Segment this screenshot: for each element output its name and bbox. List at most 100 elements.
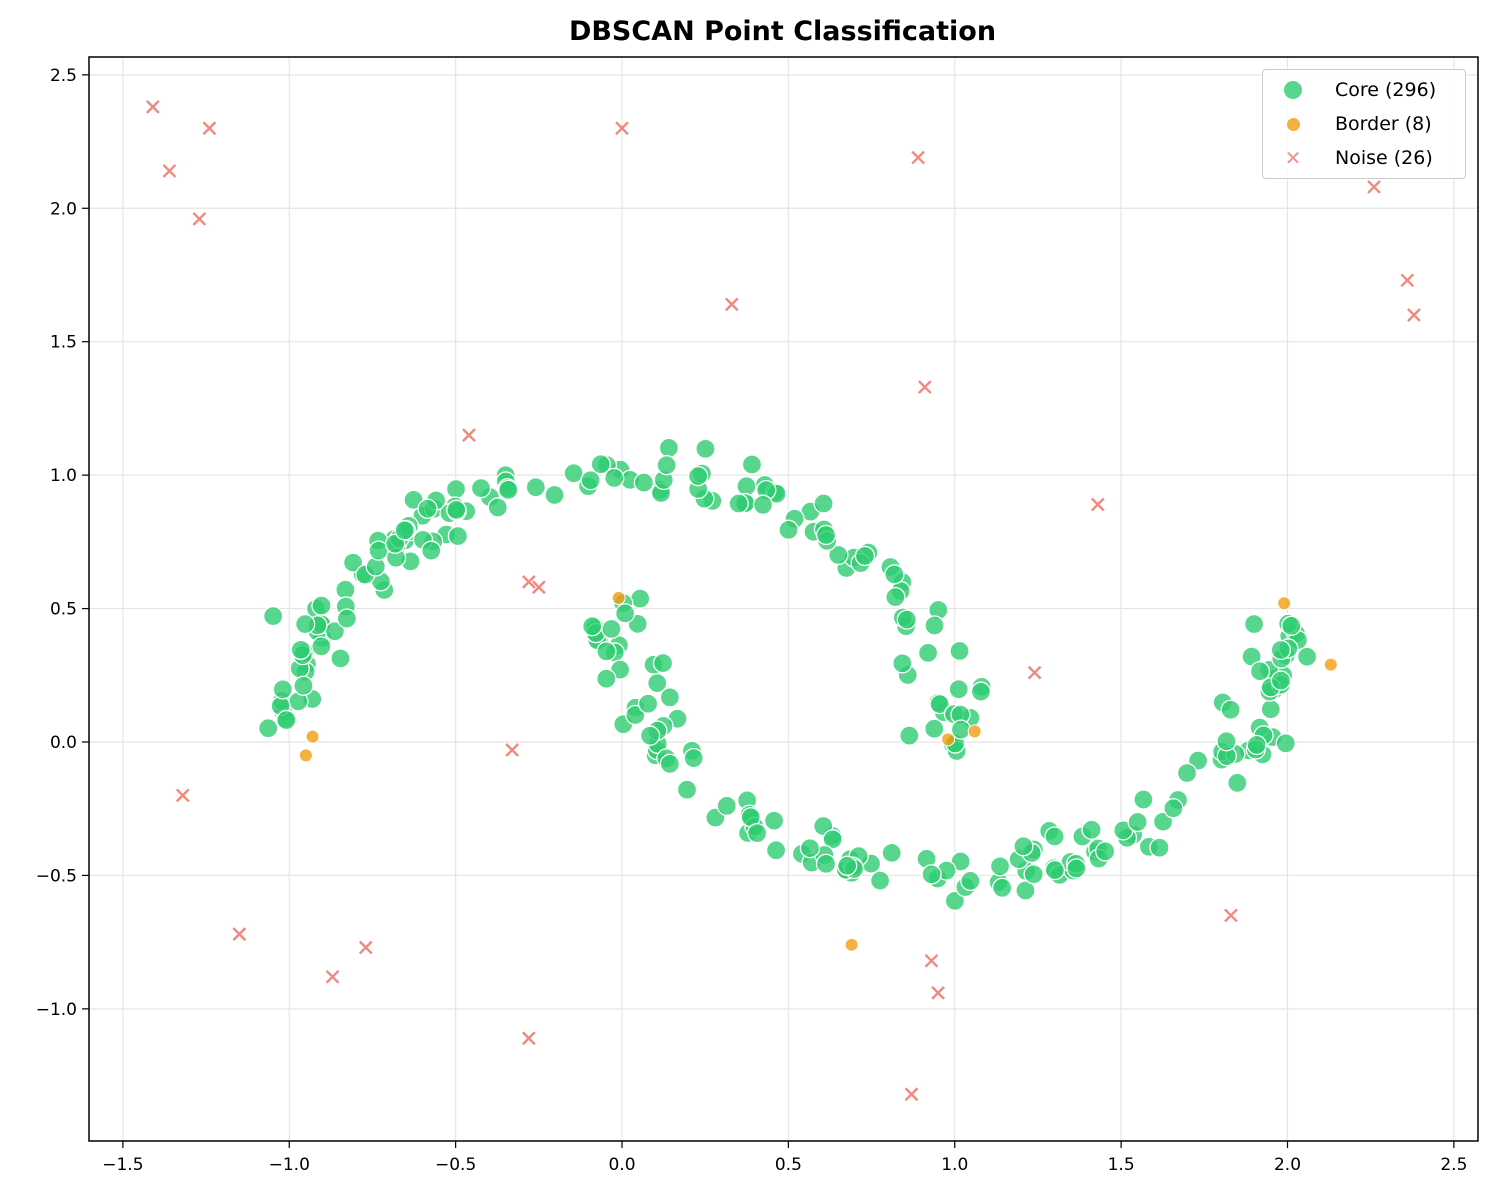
core-point (944, 890, 966, 912)
core-point (633, 472, 655, 493)
x-tick-label: 0.5 (775, 1155, 802, 1175)
core-point (815, 853, 837, 875)
core-point (695, 438, 716, 459)
core-point (924, 718, 945, 739)
border-point (1323, 657, 1338, 672)
core-point (258, 718, 279, 739)
core-point (992, 877, 1013, 898)
core-point (929, 694, 950, 715)
core-point (1044, 859, 1066, 881)
noise-point (192, 212, 207, 226)
core-point (342, 552, 364, 573)
noise-point (924, 953, 939, 968)
core-point (687, 465, 709, 487)
y-tick-label: 0.5 (50, 600, 77, 620)
noise-point (175, 788, 190, 803)
core-point (799, 838, 821, 859)
core-point (394, 520, 415, 541)
core-point (1296, 646, 1318, 667)
core-point (525, 477, 546, 498)
noise-point (521, 575, 536, 589)
core-point (1216, 731, 1237, 752)
core-point (1023, 864, 1044, 885)
core-point (1220, 699, 1241, 720)
core-point (917, 642, 939, 664)
core-point (614, 603, 636, 624)
border-point (298, 748, 313, 763)
core-point (1249, 661, 1271, 682)
noise-point (911, 150, 925, 165)
core-point (445, 478, 467, 500)
core-point (630, 588, 651, 609)
core-point (854, 545, 876, 567)
core-point (596, 641, 617, 662)
core-point (659, 753, 681, 775)
noise-point (202, 121, 217, 136)
core-point (813, 493, 834, 514)
core-point (335, 579, 356, 600)
core-point (470, 477, 492, 499)
core-point (563, 463, 584, 484)
noise-point (505, 743, 520, 757)
core-point (815, 524, 837, 546)
core-point (1127, 811, 1148, 833)
core-point (295, 613, 316, 635)
core-point (276, 710, 297, 731)
noise-point (1407, 308, 1421, 322)
core-point (421, 540, 442, 561)
noise-point (615, 121, 629, 136)
core-point (948, 679, 969, 700)
core-point (1013, 836, 1034, 857)
core-point (960, 870, 981, 892)
core-point (582, 616, 603, 637)
core-point (625, 704, 646, 726)
core-point (311, 595, 332, 616)
core-point (1246, 734, 1267, 756)
small-circle-marker-icon (1263, 117, 1323, 131)
core-point (1275, 733, 1296, 754)
core-point (1015, 880, 1036, 901)
border-point (844, 937, 859, 952)
core-point (1227, 772, 1248, 794)
core-point (1281, 615, 1302, 636)
x-tick-label: 2.5 (1440, 1155, 1467, 1175)
core-point (417, 498, 438, 519)
legend: Core (296) Border (8) ✕ Noise (26) (1262, 69, 1466, 179)
border-point (941, 732, 956, 747)
legend-item-border: Border (8) (1263, 109, 1432, 139)
y-tick-label: −1.0 (36, 1000, 77, 1020)
core-point (1163, 798, 1184, 819)
core-point (446, 499, 467, 520)
noise-point (917, 380, 932, 394)
noise-point (531, 580, 546, 595)
core-point (896, 609, 917, 630)
core-point (676, 779, 698, 800)
noise-point (904, 1087, 919, 1102)
x-tick-label: −1.5 (102, 1155, 143, 1175)
core-point (970, 681, 992, 702)
noise-point (1224, 908, 1238, 923)
core-point (290, 639, 311, 660)
core-point (899, 725, 920, 746)
core-point (652, 652, 674, 674)
core-point (272, 679, 293, 700)
core-point (580, 470, 601, 491)
legend-item-core: Core (296) (1263, 75, 1436, 105)
y-tick-label: −0.5 (36, 866, 77, 886)
core-point (656, 455, 677, 476)
core-point (822, 829, 843, 850)
core-point (881, 842, 902, 864)
y-tick-label: 2.5 (50, 66, 77, 86)
core-point (639, 725, 661, 746)
core-point (1095, 841, 1116, 862)
core-point (447, 525, 469, 547)
y-tick-label: 0.0 (50, 733, 77, 753)
core-point (293, 675, 314, 696)
core-point (1066, 858, 1087, 879)
core-point (1270, 670, 1292, 691)
core-point (596, 668, 617, 689)
core-point (330, 648, 351, 669)
x-tick-label: 1.0 (941, 1155, 968, 1175)
circle-marker-icon (1263, 81, 1323, 99)
